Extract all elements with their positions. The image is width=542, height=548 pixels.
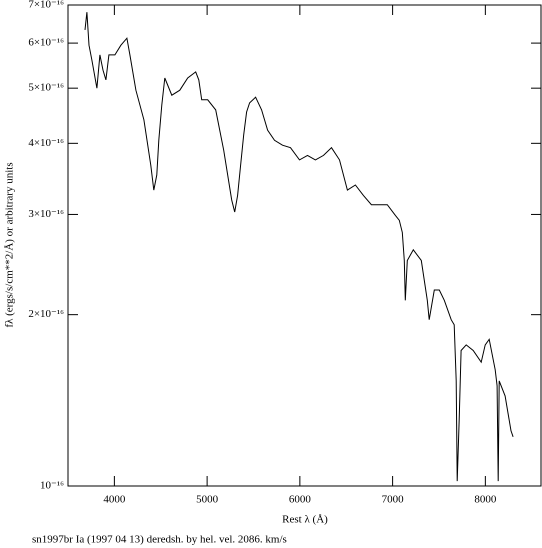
caption: sn1997br Ia (1997 04 13) deredsh. by hel…	[32, 534, 287, 546]
y-tick-label: 6×10⁻¹⁶	[28, 37, 64, 49]
x-axis-label: Rest λ (Å)	[282, 514, 328, 526]
y-tick-label: 7×10⁻¹⁶	[28, 0, 64, 11]
x-tick-label: 6000	[289, 494, 312, 506]
y-axis-label: fλ (ergs/s/cm**2/Å) or arbitrary units	[4, 162, 16, 327]
x-tick-label: 5000	[196, 494, 219, 506]
y-tick-label: 4×10⁻¹⁶	[28, 137, 64, 149]
y-tick-label: 5×10⁻¹⁶	[28, 82, 64, 94]
x-tick-label: 7000	[382, 494, 405, 506]
y-tick-label: 10⁻¹⁶	[40, 480, 64, 492]
y-tick-label: 3×10⁻¹⁶	[28, 208, 64, 220]
y-tick-label: 2×10⁻¹⁶	[28, 308, 64, 320]
x-tick-label: 4000	[103, 494, 126, 506]
x-tick-label: 8000	[474, 494, 497, 506]
spectrum-line	[84, 12, 514, 482]
plot-frame	[67, 4, 542, 487]
